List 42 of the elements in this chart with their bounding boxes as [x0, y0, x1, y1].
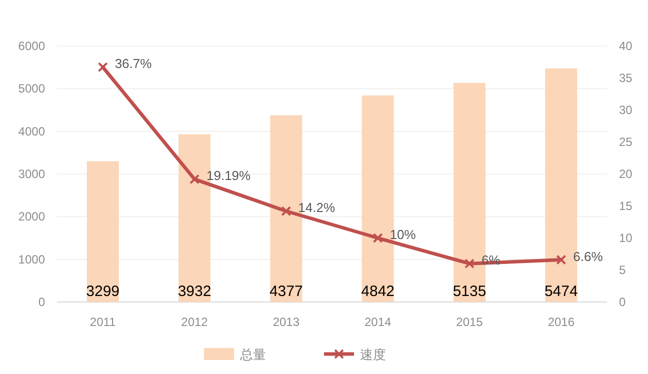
data-label: 36.7% [114, 56, 152, 72]
point [556, 254, 566, 265]
y2-tick-label: 35 [619, 71, 633, 85]
x-tick-label: 2015 [456, 315, 484, 329]
point [464, 258, 474, 269]
x-tick-label: 2013 [272, 315, 300, 329]
data-label: 14.2% [298, 200, 336, 216]
y-tick-label: 3000 [18, 167, 46, 181]
data-label: 19.19% [206, 168, 252, 184]
data-label: 3299 [86, 283, 120, 300]
data-label: 10% [390, 227, 416, 242]
y2-tick-label: 15 [619, 199, 633, 213]
y-tick-label: 5000 [18, 82, 46, 96]
point [281, 206, 292, 216]
y2-tick-label: 25 [619, 135, 633, 149]
data-label: 5474 [544, 283, 578, 300]
y-tick-label: 2000 [18, 210, 46, 224]
x-tick-label: 2014 [364, 315, 392, 329]
y-tick-label: 4000 [18, 124, 46, 138]
legend-label: 总量 [239, 347, 266, 362]
x-tick-label: 2012 [181, 315, 208, 329]
data-label: 5135 [452, 283, 486, 300]
x-tick-label: 2016 [548, 315, 575, 329]
point [372, 233, 383, 243]
y-tick-label: 0 [38, 295, 46, 309]
bar [86, 161, 119, 302]
point [98, 62, 108, 72]
y2-tick-label: 5 [619, 263, 626, 277]
legend-label: 速度 [360, 347, 386, 362]
data-label: 4842 [361, 283, 395, 300]
data-label: 4377 [269, 283, 303, 300]
y2-tick-label: 0 [619, 295, 626, 309]
data-label: 6.6% [573, 248, 604, 264]
y2-tick-label: 10 [619, 231, 633, 245]
y-tick-label: 1000 [18, 252, 46, 266]
y2-tick-label: 30 [619, 103, 633, 117]
y-tick-label: 6000 [18, 39, 46, 53]
data-label: 3932 [178, 283, 212, 300]
point [190, 174, 200, 184]
y2-tick-label: 40 [619, 39, 633, 53]
y2-tick-label: 20 [619, 167, 633, 181]
x-tick-label: 2011 [90, 315, 116, 329]
